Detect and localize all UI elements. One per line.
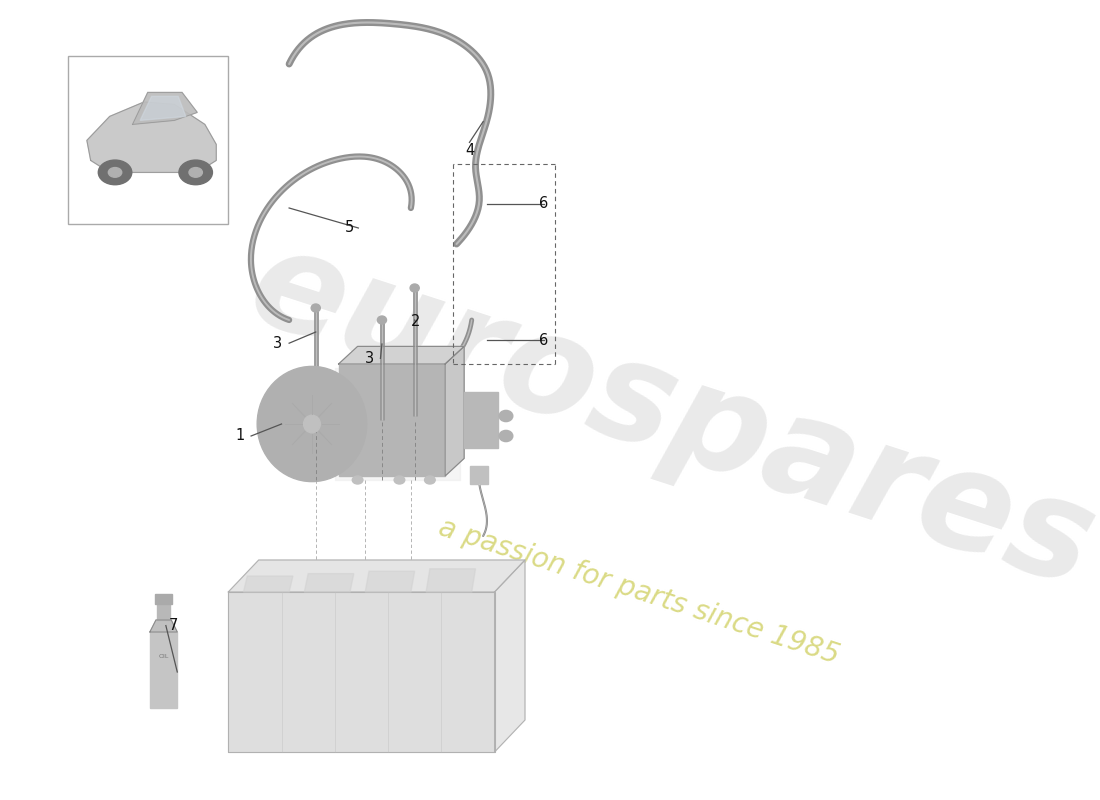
Bar	[470, 466, 488, 484]
Polygon shape	[132, 92, 197, 124]
Ellipse shape	[425, 476, 436, 484]
Bar	[150, 632, 177, 708]
Ellipse shape	[98, 160, 132, 185]
Text: 6: 6	[539, 333, 549, 347]
Bar	[156, 602, 170, 620]
Text: OIL: OIL	[158, 654, 168, 658]
Text: eurospares: eurospares	[234, 216, 1100, 616]
Ellipse shape	[189, 167, 202, 178]
Polygon shape	[339, 346, 464, 364]
Polygon shape	[426, 569, 475, 592]
Text: a passion for parts since 1985: a passion for parts since 1985	[436, 514, 843, 670]
Polygon shape	[495, 560, 525, 752]
Ellipse shape	[394, 476, 405, 484]
Text: 4: 4	[465, 143, 474, 158]
Polygon shape	[229, 592, 495, 752]
Bar	[339, 364, 446, 476]
Text: 7: 7	[168, 618, 178, 633]
Bar	[464, 392, 498, 448]
Bar	[470, 466, 488, 484]
Polygon shape	[140, 97, 186, 120]
Ellipse shape	[352, 476, 363, 484]
Polygon shape	[229, 560, 525, 592]
Text: 3: 3	[273, 336, 283, 350]
Ellipse shape	[377, 316, 386, 324]
Polygon shape	[150, 620, 177, 632]
Polygon shape	[334, 368, 460, 480]
Polygon shape	[446, 346, 464, 476]
Text: 1: 1	[235, 429, 244, 443]
Ellipse shape	[311, 304, 320, 312]
Polygon shape	[305, 574, 354, 592]
Ellipse shape	[304, 415, 320, 433]
Text: 2: 2	[410, 314, 420, 329]
Bar	[150, 632, 177, 708]
Polygon shape	[243, 576, 293, 592]
Text: 3: 3	[364, 351, 374, 366]
Ellipse shape	[257, 366, 366, 482]
Bar	[68, 56, 229, 224]
Polygon shape	[87, 102, 217, 172]
Ellipse shape	[499, 430, 513, 442]
Ellipse shape	[108, 167, 122, 178]
Ellipse shape	[179, 160, 212, 185]
Bar	[156, 602, 170, 620]
Bar	[339, 364, 446, 476]
Bar	[464, 392, 498, 448]
Ellipse shape	[499, 410, 513, 422]
Bar	[155, 594, 172, 604]
Text: 5: 5	[344, 221, 354, 235]
Ellipse shape	[410, 284, 419, 292]
Text: 6: 6	[539, 197, 549, 211]
Polygon shape	[365, 571, 415, 592]
